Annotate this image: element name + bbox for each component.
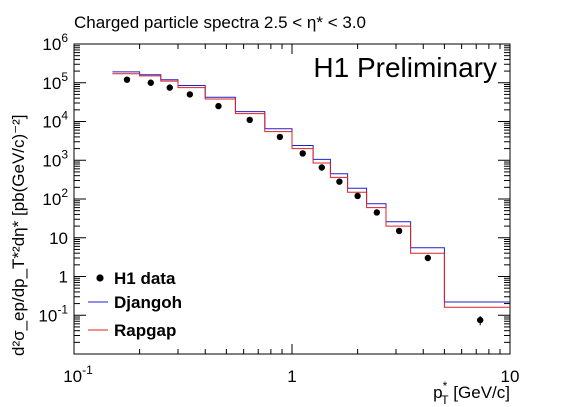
y-tick-labels: 10-1 1 10 102 103 104 105 106 <box>38 31 68 325</box>
y-tick-label: 105 <box>42 70 68 93</box>
data-point <box>299 150 306 157</box>
data-point <box>246 116 253 124</box>
x-tick-label: 10 <box>501 367 520 386</box>
y-tick-label: 102 <box>42 186 68 209</box>
data-point <box>424 254 432 262</box>
data-point <box>395 227 403 235</box>
x-axis-label-sup: * <box>443 379 448 393</box>
data-point <box>166 84 173 91</box>
legend-marker-h1-data <box>96 274 104 282</box>
x-axis-label: p* T [GeV/c] <box>433 379 510 407</box>
y-tick-label: 106 <box>42 31 68 54</box>
watermark-label: H1 Preliminary <box>313 52 497 83</box>
y-tick-label: 10 <box>49 229 68 248</box>
y-tick-label: 1 <box>59 268 68 287</box>
x-axis-label-sub: T <box>441 393 449 407</box>
x-tick-label: 1 <box>287 367 296 386</box>
legend-label-rapgap: Rapgap <box>114 321 176 340</box>
x-axis-label-main: p <box>433 383 442 402</box>
series-djangoh <box>112 71 510 303</box>
data-point <box>354 192 361 200</box>
series-h1-data <box>123 76 484 326</box>
data-point <box>186 91 194 98</box>
histogram-line-djangoh <box>112 71 510 303</box>
data-point <box>276 133 284 141</box>
x-tick-label: 10-1 <box>63 363 93 386</box>
data-point <box>215 102 222 110</box>
x-axis-label-unit: [GeV/c] <box>449 383 510 402</box>
series-rapgap <box>112 73 510 308</box>
legend-label-djangoh: Djangoh <box>114 293 182 312</box>
data-point <box>373 209 381 216</box>
legend: H1 data Djangoh Rapgap <box>88 269 182 340</box>
data-point <box>336 178 343 185</box>
chart-title: Charged particle spectra 2.5 < η* < 3.0 <box>74 13 366 32</box>
data-point <box>147 79 154 86</box>
legend-label-h1-data: H1 data <box>114 269 176 288</box>
y-tick-label: 103 <box>42 147 68 170</box>
data-point <box>318 164 326 171</box>
data-point <box>123 76 131 83</box>
y-axis-label: d²σ_ep/dp_T*²dη* [pb(GeV/c)⁻²] <box>9 114 28 356</box>
y-tick-label: 104 <box>42 109 68 132</box>
histogram-line-rapgap <box>112 73 510 308</box>
x-tick-labels: 10-1 1 10 <box>63 363 519 386</box>
y-tick-label: 10-1 <box>38 302 68 325</box>
data-point <box>477 316 484 324</box>
axis-ticks <box>73 44 510 355</box>
